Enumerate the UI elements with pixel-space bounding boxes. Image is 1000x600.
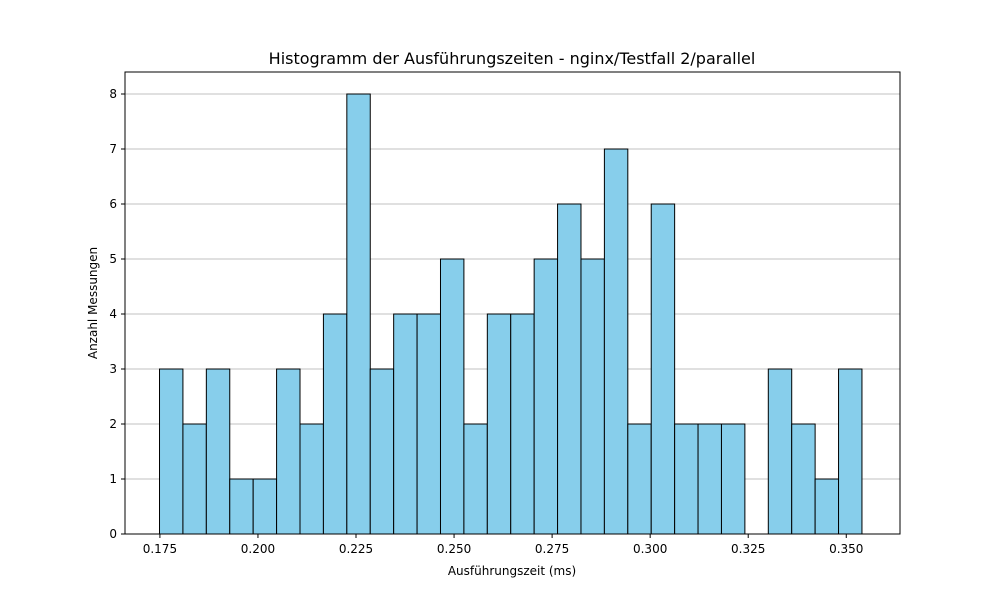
- histogram-bar-8: [346, 93, 371, 535]
- x-tick-label-1: 0.200: [241, 542, 275, 556]
- histogram-bar-19: [603, 148, 629, 535]
- x-axis-ticks: 0.175 0.200 0.225 0.250 0.275 0.300 0.325 0.350: [143, 534, 863, 556]
- histogram-bar-9: [369, 368, 395, 535]
- histogram-bar-26: [767, 368, 793, 535]
- histogram-bar-4: [252, 478, 278, 535]
- y-axis-ticks: 0 1 2 3 4 5 6 7 8: [109, 87, 125, 541]
- y-tick-label-1: 1: [109, 472, 117, 486]
- histogram-bar-15: [510, 313, 535, 535]
- histogram-bar-10: [393, 313, 418, 535]
- chart-title: Histogramm der Ausführungszeiten - nginx…: [269, 49, 756, 68]
- x-tick-label-6: 0.325: [731, 542, 765, 556]
- bar-layer: [159, 93, 863, 535]
- histogram-bar-5: [276, 368, 301, 535]
- x-tick-label-0: 0.175: [143, 542, 177, 556]
- x-axis-label: Ausführungszeit (ms): [448, 564, 576, 578]
- x-tick-label-5: 0.300: [633, 542, 667, 556]
- histogram-bar-20: [627, 423, 652, 535]
- histogram-bar-21: [650, 203, 676, 535]
- histogram-bar-17: [557, 203, 582, 535]
- y-tick-label-7: 7: [109, 142, 117, 156]
- histogram-bar-14: [486, 313, 512, 535]
- y-tick-label-6: 6: [109, 197, 117, 211]
- y-tick-label-3: 3: [109, 362, 117, 376]
- histogram-bar-11: [416, 313, 441, 535]
- histogram-bar-24: [720, 423, 746, 535]
- y-axis-label: Anzahl Messungen: [86, 247, 100, 359]
- histogram-bar-1: [182, 423, 207, 535]
- histogram-bar-0: [159, 368, 184, 535]
- histogram-bar-13: [463, 423, 488, 535]
- x-tick-label-3: 0.250: [437, 542, 471, 556]
- x-tick-label-4: 0.275: [535, 542, 569, 556]
- histogram-bar-16: [533, 258, 559, 535]
- histogram-bar-28: [814, 478, 840, 535]
- x-tick-label-7: 0.350: [829, 542, 863, 556]
- y-tick-label-5: 5: [109, 252, 117, 266]
- histogram-bar-22: [674, 423, 699, 535]
- y-tick-label-0: 0: [109, 527, 117, 541]
- y-tick-label-4: 4: [109, 307, 117, 321]
- plot-frame: [124, 71, 901, 535]
- histogram-bar-7: [322, 313, 348, 535]
- histogram-bar-2: [205, 368, 231, 535]
- histogram-bar-12: [439, 258, 465, 535]
- histogram-bar-18: [580, 258, 605, 535]
- x-tick-label-2: 0.225: [339, 542, 373, 556]
- histogram-bar-29: [838, 368, 863, 535]
- histogram-bar-3: [229, 478, 254, 535]
- histogram-bar-27: [791, 423, 816, 535]
- y-tick-label-8: 8: [109, 87, 117, 101]
- histogram-bar-23: [697, 423, 722, 535]
- histogram-bar-6: [299, 423, 324, 535]
- y-tick-label-2: 2: [109, 417, 117, 431]
